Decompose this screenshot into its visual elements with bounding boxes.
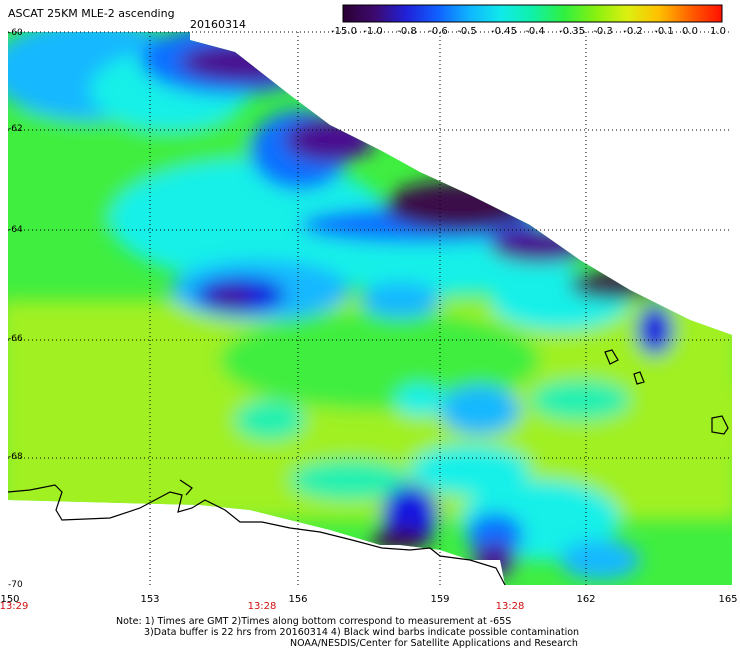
lat-label: -66 <box>8 334 23 344</box>
wind-field-patch <box>560 540 640 580</box>
lat-lon-grid <box>8 31 732 585</box>
colorbar-label: -0.45 <box>491 26 517 37</box>
wind-field-patch <box>570 271 660 299</box>
colorbar-label: -1.0 <box>363 26 383 37</box>
colorbar-label: -0.6 <box>428 26 448 37</box>
wind-field-patch <box>235 400 305 440</box>
colorbar-label: -0.3 <box>593 26 613 37</box>
product-date: 20160314 <box>190 18 246 31</box>
lon-label: 165 <box>718 594 738 605</box>
time-label: 13:29 <box>0 601 29 612</box>
product-title: ASCAT 25KM MLE-2 ascending <box>8 7 175 20</box>
colorbar-label: -0.1 <box>654 26 674 37</box>
note-line: NOAA/NESDIS/Center for Satellite Applica… <box>290 638 578 649</box>
lon-label: 150 <box>0 594 20 605</box>
wind-field-patch <box>530 380 630 420</box>
lat-label: -62 <box>8 124 23 134</box>
colorbar-label: -0.8 <box>397 26 417 37</box>
lat-label: -60 <box>8 28 23 38</box>
colorbar <box>342 4 723 23</box>
colorbar-gradient <box>342 4 723 23</box>
lon-label: 162 <box>576 594 596 605</box>
wind-field-patch <box>220 310 540 410</box>
colorbar-label: -0.2 <box>623 26 643 37</box>
colorbar-label: -0.5 <box>457 26 477 37</box>
wind-field-patch <box>180 42 320 82</box>
lat-label: -68 <box>8 452 23 462</box>
note-line: Note: 1) Times are GMT 2)Times along bot… <box>116 616 512 627</box>
lon-label: 156 <box>288 594 308 605</box>
wind-field-patch <box>208 288 252 308</box>
colorbar-label: 1.0 <box>710 26 726 37</box>
colorbar-label: -15.0 <box>331 26 357 37</box>
time-label: 13:28 <box>495 601 525 612</box>
colorbar-label: -0.4 <box>525 26 545 37</box>
wind-swath <box>8 32 732 585</box>
lat-label: -64 <box>8 225 23 235</box>
colorbar-label: -0.35 <box>559 26 585 37</box>
wind-field-patch <box>490 227 590 263</box>
note-line: 3)Data buffer is 22 hrs from 20160314 4)… <box>144 627 580 638</box>
wind-field-patch <box>395 384 445 416</box>
lon-label: 159 <box>430 594 450 605</box>
wind-field-patch <box>290 460 410 500</box>
wind-field-patch <box>360 282 440 318</box>
wind-field-patch <box>385 180 535 230</box>
wind-field-patch <box>473 544 517 576</box>
wind-field-patch <box>440 385 520 435</box>
colorbar-label: 0.0 <box>682 26 698 37</box>
time-label: 13:28 <box>247 601 277 612</box>
lon-label: 153 <box>140 594 160 605</box>
wind-field-patch <box>467 513 523 557</box>
wind-field-patch <box>637 305 673 355</box>
coastline <box>7 349 729 586</box>
lat-label: -70 <box>8 580 23 590</box>
